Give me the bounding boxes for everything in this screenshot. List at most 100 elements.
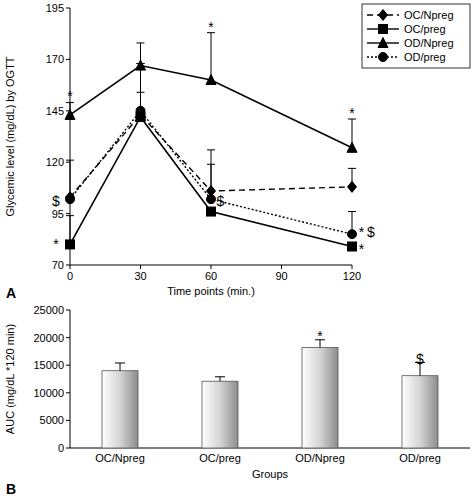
series-line	[70, 66, 352, 148]
y-tick-label: 15000	[33, 359, 64, 371]
error-cap	[137, 42, 145, 43]
y-tick	[66, 8, 70, 9]
error-cap	[66, 215, 74, 216]
annotation: *	[53, 236, 59, 252]
plot-area	[102, 340, 438, 448]
annotation: $	[416, 351, 424, 367]
data-point	[206, 74, 216, 84]
error-cap	[115, 362, 125, 363]
y-tick	[66, 448, 70, 449]
error-bar	[137, 64, 145, 111]
y-tick-label: 5000	[40, 414, 64, 426]
error-bar	[215, 377, 225, 381]
y-tick	[66, 162, 70, 163]
y-tick	[66, 310, 70, 311]
y-tick	[66, 265, 70, 266]
bar	[402, 376, 438, 448]
legend-marker	[378, 38, 388, 48]
bar	[102, 371, 138, 448]
error-cap	[215, 376, 225, 377]
y-axis-label: Glycemic level (mg/dL) by OGTT	[4, 56, 16, 216]
error-cap	[207, 149, 215, 150]
x-tick-label: OD/preg	[399, 452, 441, 464]
data-point	[348, 242, 357, 251]
bar	[302, 348, 338, 448]
legend: OC/NpregOC/pregOD/NpregOD/preg	[362, 4, 470, 68]
x-tick	[281, 265, 282, 269]
annotation: *	[359, 241, 365, 257]
error-cap	[348, 211, 356, 212]
x-tick-label: 0	[67, 270, 73, 282]
y-tick-label: 145	[46, 105, 64, 117]
error-bar	[207, 164, 215, 199]
x-tick	[211, 265, 212, 269]
data-point	[66, 195, 75, 204]
y-tick-label: 170	[46, 53, 64, 65]
y-tick	[66, 392, 70, 393]
error-cap	[137, 63, 145, 64]
x-tick	[352, 265, 353, 269]
legend-marker	[379, 25, 388, 34]
error-cap	[66, 160, 74, 161]
error-stem	[211, 33, 212, 80]
error-bar	[207, 33, 215, 80]
y-axis	[70, 310, 71, 448]
y-axis-label: AUC (mg/dL *120 min)	[4, 324, 16, 434]
y-tick-label: 195	[46, 2, 64, 14]
y-tick-label: 20000	[33, 332, 64, 344]
annotation: *	[359, 224, 365, 240]
x-tick-label: OC/Npreg	[95, 452, 145, 464]
annotation: $	[52, 193, 60, 209]
legend-label: OC/preg	[404, 23, 446, 35]
x-tick	[70, 265, 71, 269]
x-axis-label: Groups	[252, 468, 289, 480]
error-bar	[115, 363, 125, 371]
y-tick-label: 120	[46, 156, 64, 168]
data-point	[66, 240, 75, 249]
error-cap	[207, 164, 215, 165]
legend-label: OD/Npreg	[404, 37, 454, 49]
data-point	[348, 181, 357, 192]
x-tick-label: 120	[343, 270, 361, 282]
legend-marker	[379, 53, 388, 62]
y-tick-label: 0	[58, 442, 64, 454]
x-tick-label: 60	[205, 270, 217, 282]
error-bar	[137, 64, 145, 115]
panel-label: A	[6, 285, 16, 301]
data-point	[207, 207, 216, 216]
annotation: *	[349, 105, 355, 121]
annotation: $	[217, 193, 225, 209]
y-tick-label: 95	[52, 208, 64, 220]
y-axis	[70, 8, 71, 265]
series-line	[70, 111, 352, 234]
bar	[202, 381, 238, 448]
annotation: *	[317, 328, 323, 344]
x-axis-label: Time points (min.)	[167, 285, 255, 297]
y-tick	[66, 420, 70, 421]
y-tick-label: 10000	[33, 387, 64, 399]
annotation: *	[67, 88, 73, 104]
y-tick-label: 25000	[33, 304, 64, 316]
x-tick-label: 90	[275, 270, 287, 282]
error-cap	[137, 63, 145, 64]
panel-label: B	[6, 481, 16, 497]
x-tick-label: 30	[134, 270, 146, 282]
error-stem	[140, 64, 141, 111]
y-tick	[66, 59, 70, 60]
legend-label: OD/preg	[404, 51, 446, 63]
annotation: *	[208, 19, 214, 35]
y-tick	[66, 365, 70, 366]
x-tick-label: OD/Npreg	[295, 452, 345, 464]
error-stem	[120, 363, 121, 371]
annotation: $	[367, 224, 375, 240]
data-point	[347, 142, 357, 152]
data-point	[65, 109, 75, 119]
x-tick	[140, 265, 141, 269]
data-point	[348, 230, 357, 239]
data-point	[136, 106, 145, 115]
figure: 70 95 120 145 170 195 Glycemic level (mg/dL) b…	[0, 0, 474, 500]
legend-marker	[379, 10, 388, 21]
y-tick-label: 70	[52, 259, 64, 271]
y-tick	[66, 337, 70, 338]
error-cap	[348, 168, 356, 169]
